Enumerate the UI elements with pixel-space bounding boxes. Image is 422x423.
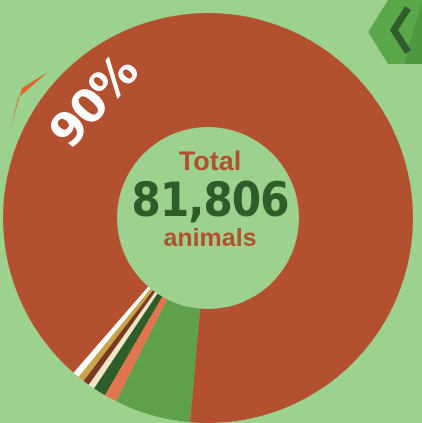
chevron-left-orange-icon bbox=[10, 72, 48, 130]
total-value: 81,806 bbox=[131, 173, 289, 228]
total-label: Total bbox=[178, 146, 242, 176]
center-total: Total 81,806 animals bbox=[125, 148, 295, 251]
total-unit: animals bbox=[163, 224, 257, 252]
chevron-left-icon bbox=[368, 0, 422, 64]
nav-chevron-button[interactable] bbox=[364, 0, 422, 78]
donut-hole bbox=[117, 127, 299, 309]
